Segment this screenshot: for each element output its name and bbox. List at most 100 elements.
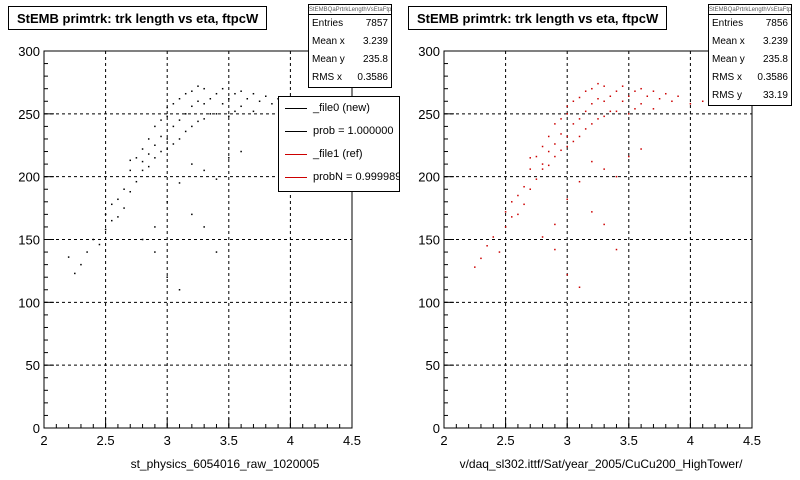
data-point bbox=[234, 110, 236, 113]
data-point bbox=[566, 198, 568, 201]
data-point bbox=[566, 135, 568, 138]
x-tick-label: 3 bbox=[564, 433, 571, 448]
legend-entry: _file1 (ref) bbox=[279, 143, 399, 166]
data-point bbox=[215, 92, 218, 95]
legend-entry: probN = 0.999989 bbox=[279, 166, 399, 189]
data-point bbox=[160, 150, 162, 153]
y-tick-label: 300 bbox=[18, 44, 40, 59]
data-point bbox=[474, 266, 476, 268]
data-point bbox=[228, 157, 230, 159]
legend-label: _file0 (new) bbox=[313, 102, 370, 114]
data-point bbox=[141, 160, 144, 163]
data-point bbox=[166, 138, 168, 140]
data-point bbox=[628, 95, 630, 97]
data-point bbox=[265, 95, 267, 97]
data-point bbox=[141, 238, 144, 241]
data-point bbox=[240, 90, 242, 92]
data-point bbox=[535, 155, 538, 158]
data-point bbox=[541, 163, 544, 165]
data-point bbox=[492, 236, 495, 238]
stats-label: Mean x bbox=[312, 36, 345, 47]
legend-swatch bbox=[285, 131, 307, 132]
data-point bbox=[511, 216, 513, 218]
data-point bbox=[547, 150, 550, 153]
data-point bbox=[665, 92, 667, 95]
data-point bbox=[523, 185, 525, 188]
data-point bbox=[135, 157, 138, 159]
data-point bbox=[154, 226, 156, 228]
data-point bbox=[154, 144, 156, 146]
data-point bbox=[129, 169, 131, 172]
x-tick-label: 3.5 bbox=[220, 433, 238, 448]
data-point bbox=[603, 115, 605, 118]
data-point bbox=[535, 178, 538, 180]
data-point bbox=[554, 223, 556, 226]
data-point bbox=[523, 203, 525, 206]
data-point bbox=[615, 90, 618, 92]
right-x-axis-label: v/daq_sl302.ittf/Sat/year_2005/CuCu200_H… bbox=[459, 457, 743, 471]
x-tick-label: 4 bbox=[287, 433, 294, 448]
data-point bbox=[646, 95, 649, 97]
data-point bbox=[117, 198, 119, 201]
left-stats-row: Mean x 3.239 bbox=[309, 33, 391, 51]
data-point bbox=[203, 118, 205, 120]
data-point bbox=[486, 245, 488, 247]
stats-label: Mean y bbox=[712, 54, 745, 65]
data-point bbox=[529, 168, 531, 170]
stats-value: 3.239 bbox=[762, 36, 788, 47]
data-point bbox=[166, 106, 168, 109]
left-stats-row: Entries 7857 bbox=[309, 15, 391, 33]
data-point bbox=[160, 119, 162, 121]
data-point bbox=[560, 118, 562, 120]
data-point bbox=[184, 113, 187, 115]
data-point bbox=[529, 188, 531, 190]
data-point bbox=[129, 190, 131, 193]
data-point bbox=[215, 178, 218, 180]
data-point bbox=[178, 98, 181, 100]
data-point bbox=[166, 115, 168, 118]
x-tick-label: 4.5 bbox=[343, 433, 361, 448]
stats-value: 0.3586 bbox=[757, 72, 788, 83]
right-chart-title: StEMB primtrk: trk length vs eta, ftpcW bbox=[408, 6, 668, 30]
data-point bbox=[117, 216, 119, 218]
data-point bbox=[554, 155, 556, 158]
legend-swatch bbox=[285, 154, 307, 155]
y-tick-label: 250 bbox=[18, 107, 40, 122]
stats-value: 7856 bbox=[765, 18, 788, 29]
data-point bbox=[640, 103, 642, 105]
data-point bbox=[203, 103, 205, 105]
data-point bbox=[634, 90, 636, 92]
data-point bbox=[547, 164, 550, 167]
data-point bbox=[504, 226, 507, 228]
data-point bbox=[615, 248, 618, 251]
data-point bbox=[529, 157, 531, 159]
data-point bbox=[104, 213, 107, 216]
data-point bbox=[591, 211, 593, 213]
data-point bbox=[701, 100, 704, 103]
data-point bbox=[572, 123, 575, 125]
data-point bbox=[123, 207, 125, 209]
data-point bbox=[547, 135, 550, 138]
y-tick-label: 300 bbox=[418, 44, 440, 59]
right-stats-row: RMS x 0.3586 bbox=[709, 69, 791, 87]
data-point bbox=[652, 90, 655, 92]
data-point bbox=[640, 87, 642, 90]
data-point bbox=[147, 138, 150, 140]
data-point bbox=[628, 155, 630, 158]
data-point bbox=[154, 251, 156, 253]
data-point bbox=[584, 128, 587, 130]
left-stats-row: Mean y 235.8 bbox=[309, 51, 391, 69]
data-point bbox=[209, 98, 212, 100]
stats-label: Mean x bbox=[712, 36, 745, 47]
data-point bbox=[658, 98, 661, 100]
data-point bbox=[104, 228, 107, 231]
data-point bbox=[597, 118, 599, 120]
data-point bbox=[517, 194, 519, 197]
data-point bbox=[240, 105, 242, 108]
x-tick-label: 2 bbox=[40, 433, 47, 448]
data-point bbox=[640, 148, 642, 150]
legend-box: _file0 (new) prob = 1.000000 _file1 (ref… bbox=[278, 96, 400, 192]
data-point bbox=[141, 169, 144, 172]
data-point bbox=[92, 238, 95, 241]
data-point bbox=[597, 82, 599, 85]
